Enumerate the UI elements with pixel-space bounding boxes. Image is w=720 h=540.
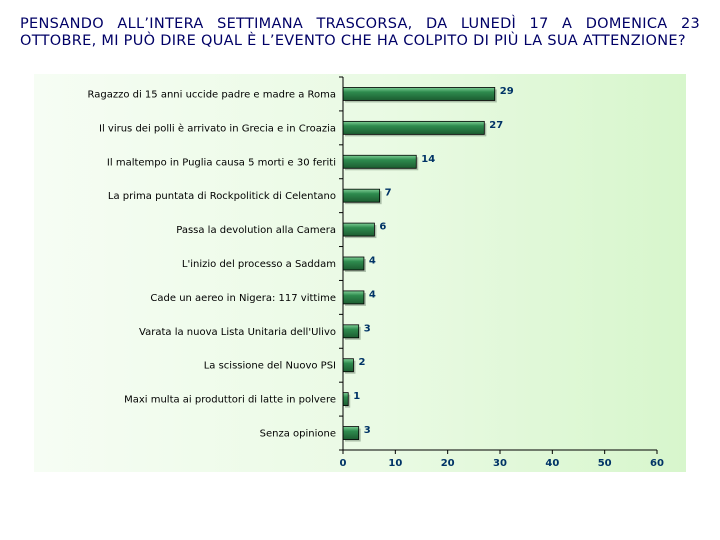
value-label: 3 bbox=[364, 425, 371, 436]
value-label: 29 bbox=[500, 86, 514, 97]
category-label: Il virus dei polli è arrivato in Grecia … bbox=[99, 122, 336, 134]
value-label: 6 bbox=[379, 222, 386, 233]
x-tick-label: 10 bbox=[388, 458, 402, 469]
x-tick-label: 30 bbox=[493, 458, 507, 469]
x-tick-label: 0 bbox=[340, 458, 347, 469]
category-label: Il maltempo in Puglia causa 5 morti e 30… bbox=[107, 157, 336, 168]
bar bbox=[342, 188, 381, 203]
value-label: 7 bbox=[385, 188, 392, 199]
category-label: Maxi multa ai produttori di latte in pol… bbox=[124, 395, 336, 406]
category-label: Passa la devolution alla Camera bbox=[176, 225, 336, 236]
value-label: 4 bbox=[369, 256, 376, 267]
x-tick-label: 40 bbox=[545, 458, 559, 469]
category-label: Cade un aereo in Nigera: 117 vittime bbox=[150, 293, 336, 304]
bar bbox=[342, 256, 365, 271]
value-label: 4 bbox=[369, 289, 376, 300]
value-label: 3 bbox=[364, 323, 371, 334]
value-label: 27 bbox=[489, 120, 503, 131]
value-label: 2 bbox=[358, 357, 365, 368]
category-label: L'inizio del processo a Saddam bbox=[182, 259, 336, 270]
x-tick-label: 20 bbox=[441, 458, 455, 469]
bar bbox=[342, 392, 349, 407]
bar bbox=[342, 426, 360, 440]
x-tick-label: 50 bbox=[598, 458, 612, 469]
category-label: Varata la nuova Lista Unitaria dell'Uliv… bbox=[139, 327, 336, 338]
value-label: 1 bbox=[353, 391, 360, 402]
bar-chart: Ragazzo di 15 anni uccide padre e madre … bbox=[88, 76, 664, 469]
question-title: PENSANDO ALL’INTERA SETTIMANA TRASCORSA,… bbox=[20, 16, 700, 49]
chart-panel: Ragazzo di 15 anni uccide padre e madre … bbox=[34, 74, 686, 472]
bar bbox=[342, 290, 365, 305]
category-label: La prima puntata di Rockpolitick di Cele… bbox=[108, 191, 336, 202]
bars-layer bbox=[342, 87, 497, 442]
axis-layer: Ragazzo di 15 anni uccide padre e madre … bbox=[88, 76, 664, 469]
category-label: Ragazzo di 15 anni uccide padre e madre … bbox=[88, 89, 337, 100]
bar bbox=[342, 120, 485, 135]
bar bbox=[342, 358, 354, 373]
x-tick-label: 60 bbox=[650, 458, 664, 469]
bar bbox=[342, 154, 417, 169]
bar bbox=[342, 324, 360, 339]
bar bbox=[342, 222, 375, 237]
value-label: 14 bbox=[421, 154, 435, 165]
category-label: La scissione del Nuovo PSI bbox=[204, 361, 336, 372]
category-label: Senza opinione bbox=[260, 429, 336, 440]
bar bbox=[342, 87, 496, 101]
